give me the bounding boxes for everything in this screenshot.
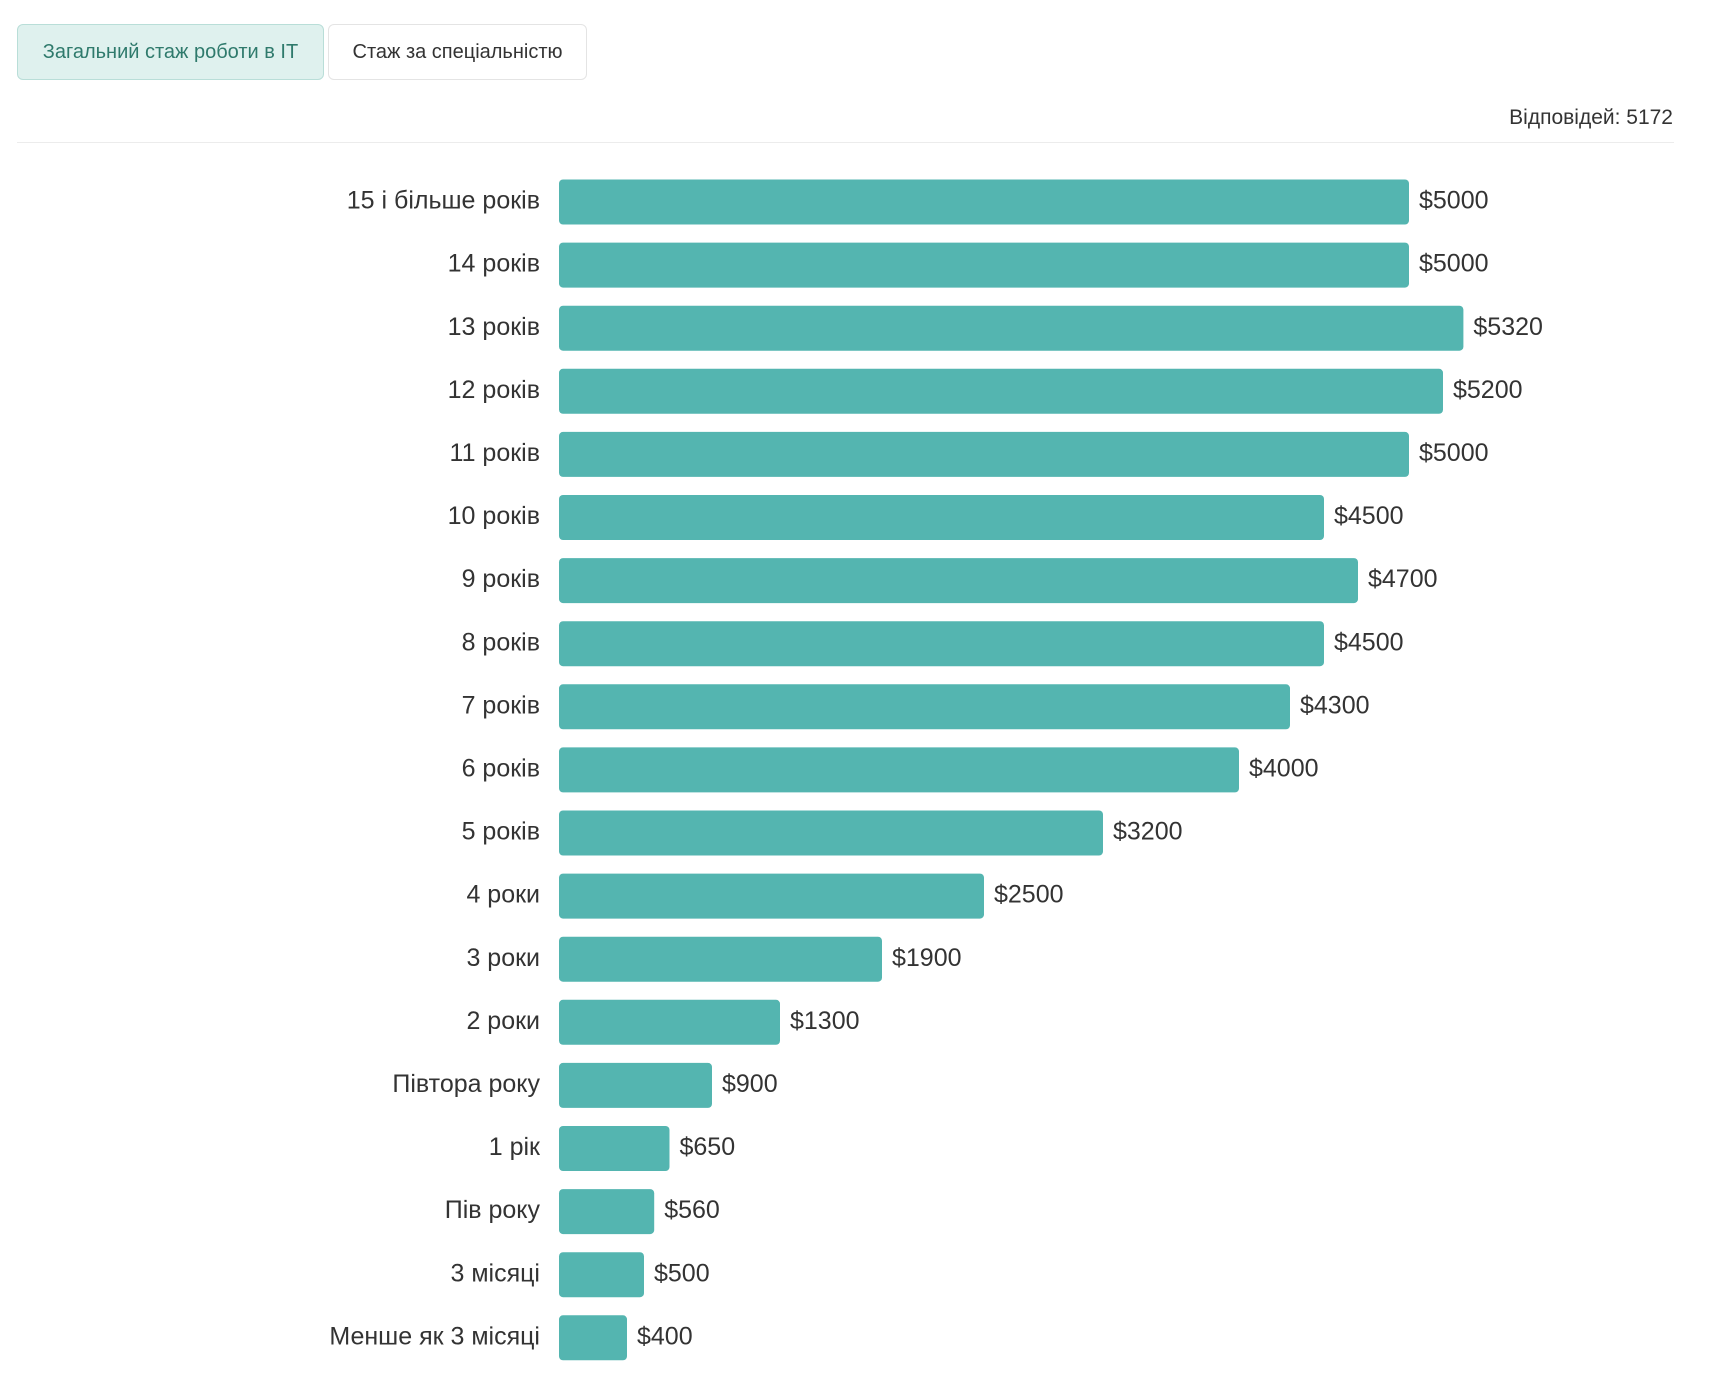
value-label: $5320 <box>1473 313 1543 341</box>
category-label: 9 років <box>462 565 540 593</box>
category-label: 4 роки <box>466 881 540 909</box>
value-label: $5000 <box>1419 250 1489 278</box>
value-label: $1900 <box>892 944 962 972</box>
value-label: $560 <box>664 1196 720 1224</box>
category-label: 3 роки <box>466 944 540 972</box>
value-label: $4500 <box>1334 502 1404 530</box>
value-label: $500 <box>654 1259 710 1287</box>
bar <box>559 999 780 1045</box>
bar <box>559 1315 627 1361</box>
bar <box>559 936 882 982</box>
bar <box>559 684 1290 730</box>
bar <box>559 747 1239 793</box>
category-label: 3 місяці <box>450 1259 540 1287</box>
category-label: 7 років <box>462 691 540 719</box>
bar <box>559 305 1464 351</box>
category-label: 2 роки <box>466 1007 540 1035</box>
bar <box>559 810 1103 856</box>
category-label: 15 і більше років <box>347 187 540 215</box>
category-label: 1 рік <box>489 1133 541 1161</box>
tab[interactable]: Загальний стаж роботи в IT <box>17 24 324 80</box>
category-label: Менше як 3 місяці <box>329 1322 540 1350</box>
category-label: 10 років <box>448 502 540 530</box>
value-label: $400 <box>637 1322 693 1350</box>
value-label: $5200 <box>1453 376 1523 404</box>
category-label: 11 років <box>450 439 540 467</box>
bar <box>559 873 984 919</box>
value-label: $4700 <box>1368 565 1438 593</box>
bar <box>559 1062 712 1108</box>
responses-count: Відповідей: 5172 <box>1509 106 1673 129</box>
category-label: Півтора року <box>392 1070 540 1098</box>
bar <box>559 368 1443 414</box>
value-label: $2500 <box>994 881 1064 909</box>
bar <box>559 1126 670 1171</box>
value-label: $4300 <box>1300 691 1370 719</box>
category-label: 13 років <box>448 313 540 341</box>
value-label: $3200 <box>1113 818 1183 846</box>
bar <box>559 242 1409 288</box>
value-label: $5000 <box>1419 187 1489 215</box>
divider <box>17 142 1674 143</box>
value-label: $650 <box>680 1133 736 1161</box>
bar <box>559 1189 655 1235</box>
bar <box>559 179 1409 225</box>
category-label: 8 років <box>462 628 540 656</box>
value-label: $4000 <box>1249 755 1319 783</box>
tab[interactable]: Стаж за спеціальністю <box>328 24 587 80</box>
value-label: $4500 <box>1334 628 1404 656</box>
value-label: $900 <box>722 1070 778 1098</box>
bar <box>559 1252 644 1298</box>
category-label: 14 років <box>448 250 540 278</box>
bar <box>559 558 1358 604</box>
category-label: 12 років <box>448 376 540 404</box>
bar <box>559 431 1409 477</box>
value-label: $1300 <box>790 1007 860 1035</box>
value-label: $5000 <box>1419 439 1489 467</box>
bar <box>559 621 1324 667</box>
bar <box>559 495 1324 540</box>
category-label: Пів року <box>445 1196 541 1224</box>
category-label: 6 років <box>462 755 540 783</box>
category-label: 5 років <box>462 818 540 846</box>
